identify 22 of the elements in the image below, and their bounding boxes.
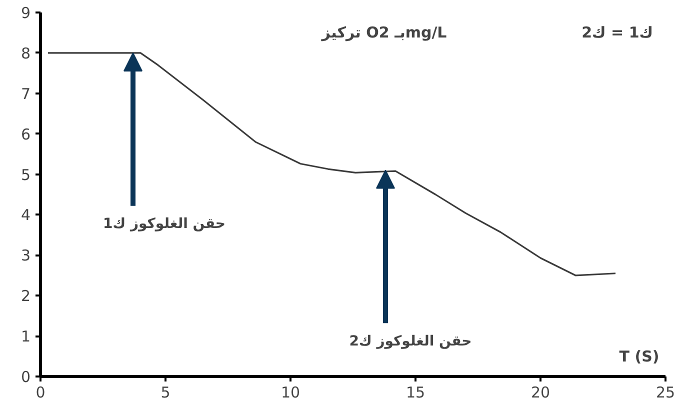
y-tick-label: 9 (20, 4, 31, 22)
line-series (47, 52, 616, 276)
y-tick-label: 6 (20, 125, 31, 144)
y-tick-label: 4 (20, 206, 31, 224)
x-tick-label: 10 (280, 384, 300, 402)
annotation: حقن الغلوكوز ك1 (102, 216, 226, 232)
x-tick-label: 15 (406, 384, 426, 402)
y-tick-label: 1 (20, 328, 31, 346)
y-axis-title: تركيز O2 بـmg/L (320, 23, 448, 42)
x-tick-label: 20 (530, 384, 550, 402)
y-tick-label: 0 (20, 368, 31, 386)
y-tick-label: 2 (20, 287, 31, 306)
x-tick-label: 25 (656, 384, 676, 402)
y-tick-label: 3 (20, 246, 31, 265)
x-axis-title: T (S) (619, 348, 660, 366)
y-tick-label: 8 (20, 44, 31, 62)
x-tick-label: 5 (160, 384, 170, 402)
annotation: ك1 = ك2 (582, 23, 654, 42)
y-tick-label: 7 (20, 84, 31, 103)
x-tick-label: 0 (36, 384, 46, 402)
y-tick-label: 5 (20, 166, 31, 184)
annotation: حقن الغلوكوز ك2 (349, 333, 472, 350)
